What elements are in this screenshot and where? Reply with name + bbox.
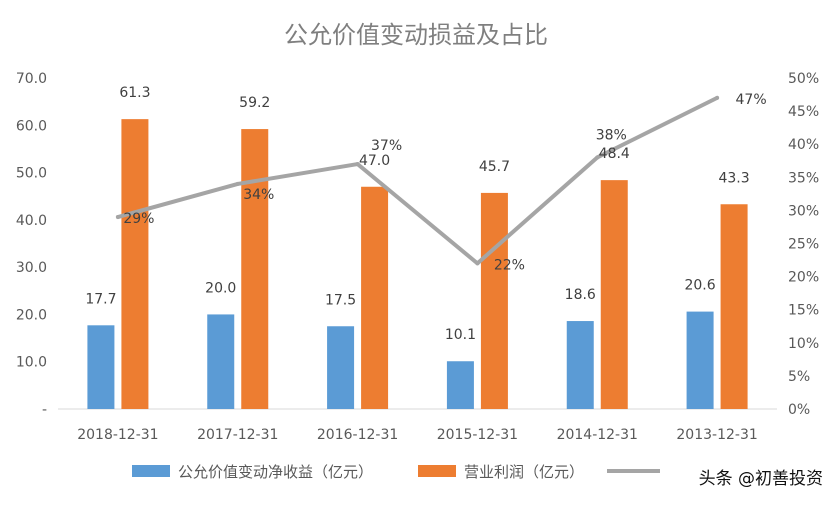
x-tick-label: 2015-12-31 [437,427,518,443]
x-tick-label: 2013-12-31 [676,427,757,443]
y-right-tick-label: 35% [788,170,819,186]
y-left-tick-label: 30.0 [16,260,47,276]
bar-fair-value [327,326,355,409]
y-left-tick-label: 70.0 [16,71,47,87]
bar-operating-profit [361,186,389,409]
bar-operating-profit [121,119,149,409]
ratio-point [235,181,240,186]
x-tick-label: 2016-12-31 [317,427,398,443]
data-label-operating-profit: 48.4 [599,146,630,162]
data-label-ratio: 29% [123,211,154,227]
bar-series-group [87,119,748,409]
data-label-operating-profit: 45.7 [479,159,510,175]
data-label-operating-profit: 61.3 [119,85,150,101]
data-labels-group: 17.7 20.0 17.5 10.1 18.6 20.6 61.3 59.2 47.0 45.7… [85,85,766,343]
legend: 公允价值变动净收益（亿元） 营业利润（亿元） [132,463,660,481]
x-tick-label: 2014-12-31 [557,427,638,443]
data-label-fair-value: 20.6 [684,278,715,294]
left-axis: - 10.0 20.0 30.0 40.0 50.0 60.0 70.0 [16,71,47,418]
legend-label-operating-profit: 营业利润（亿元） [464,463,584,481]
chart-title: 公允价值变动损益及占比 [284,21,548,49]
y-left-tick-label: 50.0 [16,166,47,182]
ratio-point [595,155,600,160]
y-right-tick-label: 50% [788,71,819,87]
y-right-tick-label: 10% [788,336,819,352]
y-left-tick-label: 10.0 [16,355,47,371]
y-right-tick-label: 20% [788,270,819,286]
bar-fair-value [566,321,594,409]
x-tick-label: 2018-12-31 [77,427,158,443]
bar-fair-value [207,314,235,409]
ratio-point [715,95,720,100]
data-label-fair-value: 17.7 [85,291,116,307]
x-tick-label: 2017-12-31 [197,427,278,443]
data-label-ratio: 38% [596,127,627,143]
y-left-tick-label: 40.0 [16,213,47,229]
right-axis: 0% 5% 10% 15% 20% 25% 30% 35% 40% 45% 50% [788,71,819,418]
data-label-fair-value: 10.1 [445,327,476,343]
data-label-operating-profit: 43.3 [718,170,749,186]
bar-operating-profit [720,204,748,409]
y-right-tick-label: 25% [788,237,819,253]
legend-swatch-operating-profit [418,465,456,477]
line-series-group [115,95,720,266]
data-label-operating-profit: 59.2 [239,95,270,111]
data-label-fair-value: 20.0 [205,280,236,296]
x-axis-ticks: 2018-12-31 2017-12-31 2016-12-31 2015-12-31… [77,427,758,443]
y-right-tick-label: 40% [788,137,819,153]
data-label-ratio: 34% [243,187,274,203]
bar-operating-profit [600,180,628,409]
bar-operating-profit [241,129,269,409]
bar-operating-profit [480,192,508,409]
data-label-ratio: 22% [494,257,525,273]
y-right-tick-label: 15% [788,303,819,319]
data-label-fair-value: 17.5 [325,292,356,308]
bar-fair-value [87,325,115,409]
ratio-point [355,162,360,167]
ratio-point [115,215,120,220]
y-right-tick-label: 45% [788,104,819,120]
y-right-tick-label: 0% [788,402,810,418]
y-left-tick-label: 60.0 [16,118,47,134]
watermark: 头条 @初善投资 [699,469,823,489]
legend-swatch-fair-value [132,465,170,477]
ratio-point [475,261,480,266]
data-label-ratio: 37% [371,138,402,154]
y-right-tick-label: 30% [788,203,819,219]
data-label-fair-value: 18.6 [565,287,596,303]
y-left-tick-label: 20.0 [16,307,47,323]
y-right-tick-label: 5% [788,369,810,385]
ratio-line [115,95,720,266]
bar-fair-value [686,311,714,409]
y-left-tick-label: - [42,402,47,418]
bar-fair-value [446,361,474,409]
legend-label-fair-value: 公允价值变动净收益（亿元） [178,463,373,481]
data-label-ratio: 47% [736,92,767,108]
data-label-operating-profit: 47.0 [359,153,390,169]
